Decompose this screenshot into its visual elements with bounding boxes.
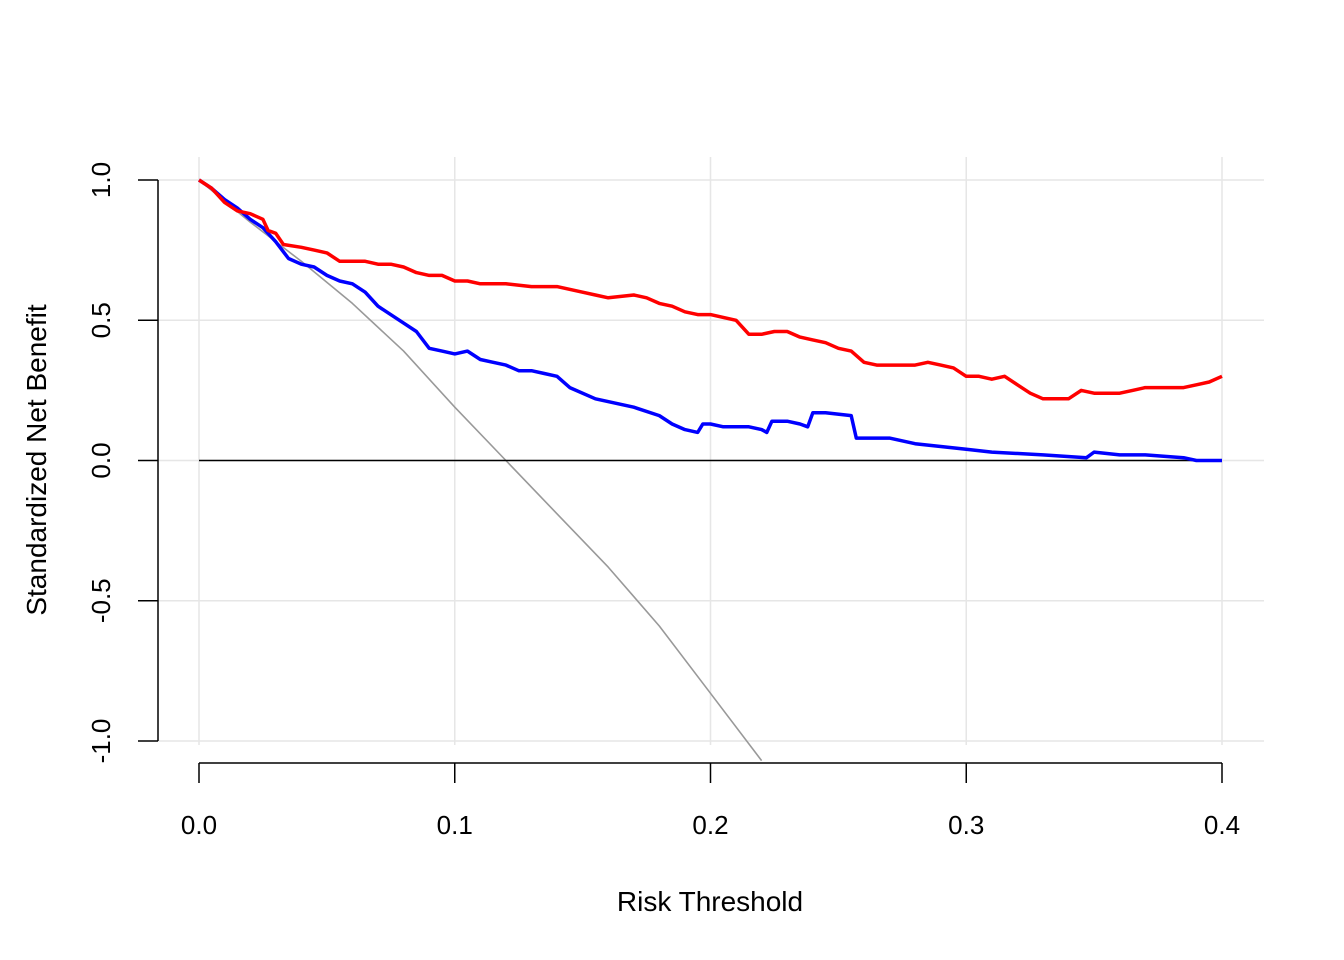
- x-tick-label: 0.2: [692, 810, 728, 840]
- x-tick-label: 0.3: [948, 810, 984, 840]
- y-axis-title: Standardized Net Benefit: [21, 304, 52, 616]
- x-axis-title: Risk Threshold: [617, 886, 803, 917]
- series-line-2: [198, 178, 1222, 463]
- series-line-0: [198, 179, 763, 762]
- grid: [158, 157, 1264, 745]
- y-tick-label: 1.0: [86, 162, 116, 198]
- series-line-3: [198, 178, 1223, 401]
- y-tick-label: 0.5: [86, 302, 116, 338]
- y-tick-label: 0.0: [86, 442, 116, 478]
- series-lines: [198, 178, 1223, 762]
- x-tick-label: 0.0: [181, 810, 217, 840]
- x-axis-ticks: 0.0 0.1 0.2 0.3 0.4: [181, 763, 1240, 840]
- x-tick-label: 0.4: [1204, 810, 1240, 840]
- y-tick-label: -1.0: [86, 719, 116, 764]
- y-tick-label: -0.5: [86, 578, 116, 623]
- y-axis-ticks: -1.0 -0.5 0.0 0.5 1.0: [86, 162, 158, 763]
- x-tick-label: 0.1: [437, 810, 473, 840]
